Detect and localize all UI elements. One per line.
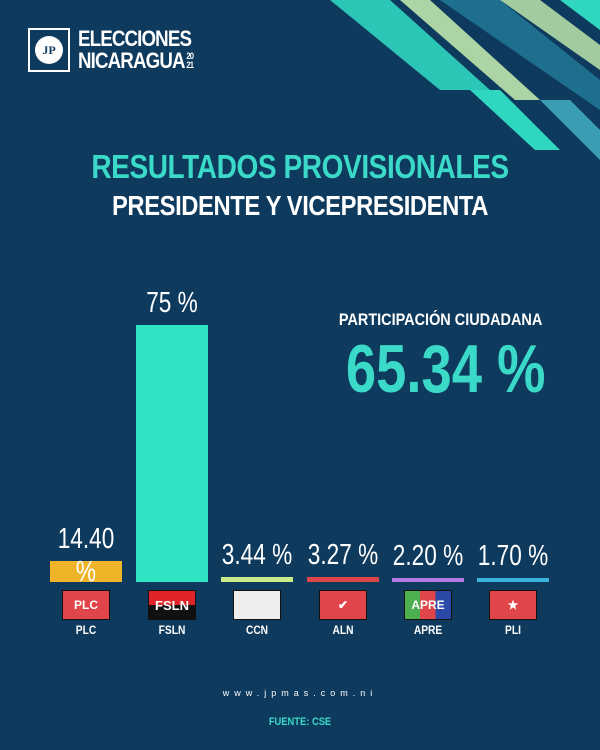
jp-logo-icon: JP (28, 28, 70, 72)
party-label: APRE (413, 623, 443, 637)
logo-year-top: 20 (186, 51, 194, 61)
party-flag-icon: APRE (404, 590, 452, 620)
logo: JP ELECCIONES NICARAGUA 20 21 (28, 28, 213, 72)
party-label: PLC (75, 623, 97, 637)
bar-fsln (136, 325, 208, 582)
title: RESULTADOS PROVISIONALES (91, 148, 509, 185)
source: FUENTE: CSE (268, 716, 332, 728)
participation-label: PARTICIPACIÓN CIUDADANA (338, 310, 542, 329)
logo-line1: ELECCIONES (78, 26, 192, 51)
bar-plc (50, 560, 122, 582)
party-label: CCN (245, 623, 269, 637)
bar-ccn (221, 577, 293, 582)
value-label: 1.70 % (477, 540, 549, 573)
participation-value: 65.34 % (346, 331, 546, 407)
party-flag-icon: PLC (62, 590, 110, 620)
party-label: FSLN (158, 623, 186, 637)
party-label: ALN (332, 623, 354, 637)
value-label: 3.44 % (221, 539, 293, 572)
bar-apre (392, 578, 464, 582)
website: www.jpmas.com.ni (222, 688, 378, 698)
party-flag-icon: ★ (489, 590, 537, 620)
value-label: 75 % (146, 287, 198, 319)
party-flag-icon: FSLN (148, 590, 196, 620)
party-flag-icon: ✔ (319, 590, 367, 620)
bar-aln (307, 577, 379, 582)
value-label: 3.27 % (307, 539, 379, 572)
logo-line2: NICARAGUA (78, 48, 185, 73)
bar-pli (477, 578, 549, 582)
logo-year-bottom: 21 (186, 60, 194, 70)
party-flag-icon (233, 590, 281, 620)
party-label: PLI (505, 623, 521, 637)
subtitle: PRESIDENTE Y VICEPRESIDENTA (111, 190, 489, 221)
value-label: 2.20 % (392, 540, 464, 573)
value-label: 14.40 % (57, 522, 115, 588)
